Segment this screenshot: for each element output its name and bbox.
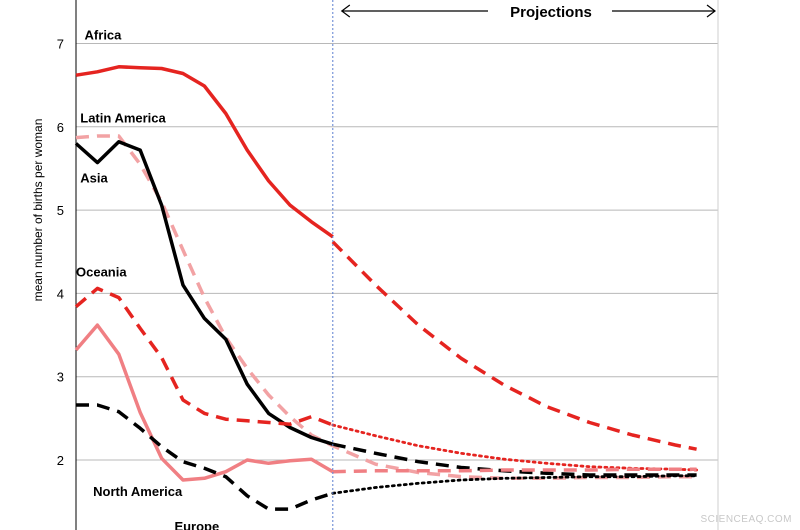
series-label-latin-america: Latin America xyxy=(80,111,166,126)
series-line-north-america-solid xyxy=(74,323,334,482)
axis-layer: 2 3 4 5 6 7 xyxy=(57,0,719,530)
y-tick-label-3: 3 xyxy=(57,370,64,385)
series-label-africa: Africa xyxy=(85,27,123,42)
y-tick-label-2: 2 xyxy=(57,453,64,468)
y-tick-label-4: 4 xyxy=(57,286,64,301)
y-tick-label-6: 6 xyxy=(57,120,64,135)
series-line-europe-dotted xyxy=(331,474,698,495)
projections-arrowhead-right xyxy=(706,4,716,18)
series-line-europe-dashed xyxy=(76,403,334,511)
series-line-africa-solid xyxy=(75,65,334,239)
projections-arrowhead-left xyxy=(340,4,351,18)
series-layer xyxy=(74,65,698,511)
y-tick-label-7: 7 xyxy=(57,37,64,52)
series-label-asia: Asia xyxy=(80,171,108,186)
label-layer: Africa Latin America Asia Oceania North Amer… xyxy=(76,27,219,530)
series-line-oceania-dotted xyxy=(331,423,698,472)
series-line-asia-solid xyxy=(74,140,334,446)
series-line-oceania-dashed xyxy=(74,286,334,427)
series-line-latin-america-dashed xyxy=(75,134,697,481)
series-line-africa-dashed xyxy=(331,240,697,451)
series-label-north-america: North America xyxy=(93,484,183,499)
series-label-europe: Europe xyxy=(174,519,219,530)
y-tick-label-5: 5 xyxy=(57,203,64,218)
y-axis-label: mean number of births per woman xyxy=(31,119,45,302)
series-label-oceania: Oceania xyxy=(76,265,127,280)
grid-layer xyxy=(76,43,718,461)
projections-label: Projections xyxy=(510,4,592,21)
series-line-north-america-dashed xyxy=(332,467,697,474)
watermark: SCIENCEAQ.COM xyxy=(700,514,792,525)
series-line-asia-dashed xyxy=(332,442,697,477)
projections-layer: Projections xyxy=(332,0,716,530)
